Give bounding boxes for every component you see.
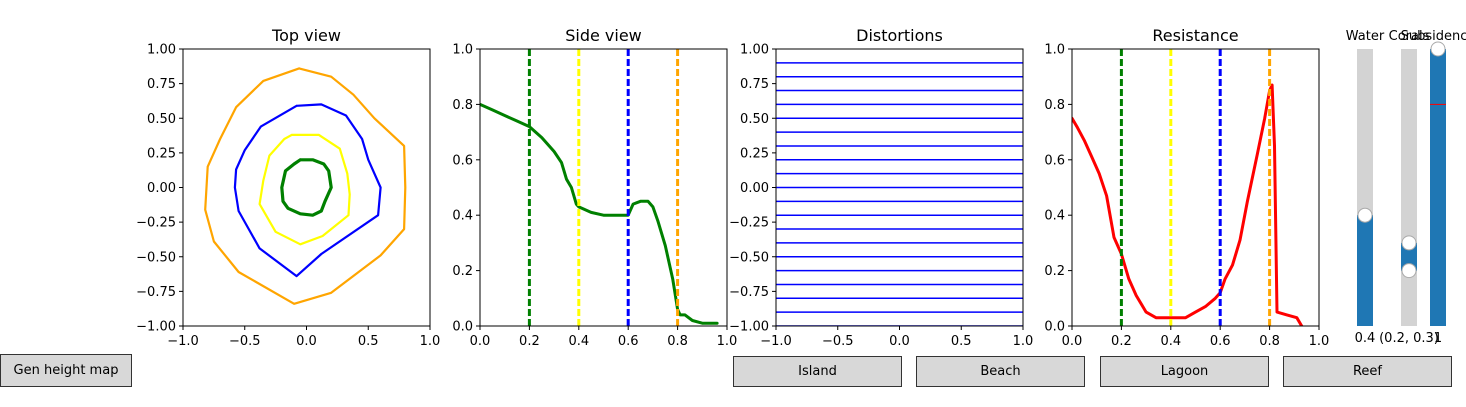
- x-tick-label: 1.0: [717, 334, 738, 349]
- y-tick-label: 0.8: [452, 98, 473, 113]
- y-tick-label: −1.00: [136, 320, 176, 335]
- slider-label: Subsidence: [1401, 29, 1466, 44]
- x-tick-label: 0.4: [568, 334, 589, 349]
- axes-frame: [1071, 48, 1320, 327]
- y-tick-label: 0.6: [452, 153, 473, 168]
- x-tick-label: −0.5: [822, 334, 854, 349]
- chart-2: Distortions −1.0 −0.5 0.0 0.5 1.0 −1.00 −0.75 −0…: [729, 26, 1033, 349]
- y-tick-label: 0.0: [452, 320, 473, 335]
- y-tick-label: 1.00: [147, 43, 176, 58]
- y-tick-label: 0.75: [740, 77, 769, 92]
- chart-title: Side view: [565, 26, 642, 45]
- slider-handle[interactable]: [1430, 41, 1446, 57]
- slider-subsidence: Subsidence 1: [1401, 29, 1466, 346]
- chart-title: Top view: [271, 26, 341, 45]
- y-tick-label: −0.50: [136, 250, 176, 265]
- y-tick-label: 0.50: [147, 112, 176, 127]
- y-tick-label: 0.75: [147, 77, 176, 92]
- x-tick-label: 0.5: [358, 334, 379, 349]
- x-tick-label: 0.2: [519, 334, 540, 349]
- x-tick-label: 0.0: [1062, 334, 1083, 349]
- y-tick-label: 0.25: [740, 146, 769, 161]
- y-tick-label: 0.00: [740, 181, 769, 196]
- slider-fill: [1401, 242, 1417, 271]
- y-tick-label: 1.0: [1044, 43, 1065, 58]
- lagoon-button[interactable]: Lagoon: [1100, 356, 1269, 387]
- x-tick-label: 0.0: [889, 334, 910, 349]
- y-tick-label: 0.00: [147, 181, 176, 196]
- reef-button[interactable]: Reef: [1283, 356, 1452, 387]
- y-tick-label: 0.0: [1044, 320, 1065, 335]
- x-tick-label: 0.2: [1111, 334, 1132, 349]
- x-tick-label: −1.0: [760, 334, 792, 349]
- y-tick-label: 0.4: [452, 209, 473, 224]
- series-line: [258, 133, 351, 246]
- y-tick-label: 0.2: [452, 264, 473, 279]
- x-tick-label: 0.8: [667, 334, 688, 349]
- y-tick-label: 0.50: [740, 112, 769, 127]
- x-tick-label: 0.5: [951, 334, 972, 349]
- y-tick-label: −1.00: [729, 320, 769, 335]
- slider-fill: [1430, 49, 1446, 326]
- slider-label: Corals: [1389, 29, 1430, 44]
- y-tick-label: −0.75: [729, 285, 769, 300]
- plot-area: [776, 62, 1023, 326]
- slider-handle[interactable]: [1357, 207, 1373, 223]
- x-tick-label: 0.0: [296, 334, 317, 349]
- chart-title: Resistance: [1152, 26, 1238, 45]
- plot-area: [204, 67, 407, 305]
- series-line: [480, 102, 719, 325]
- y-tick-label: 1.0: [452, 43, 473, 58]
- slider-value: 0.4: [1355, 331, 1376, 346]
- chart-0: Top view −1.0 −0.5 0.0 0.5 1.0 −1.00 −0.75 −0.50…: [136, 26, 440, 349]
- plot-area: [480, 49, 719, 326]
- y-tick-label: 1.00: [740, 43, 769, 58]
- y-tick-label: 0.4: [1044, 209, 1065, 224]
- y-tick-label: 0.25: [147, 146, 176, 161]
- x-tick-label: −0.5: [229, 334, 261, 349]
- x-tick-label: 0.8: [1259, 334, 1280, 349]
- y-tick-label: −0.75: [136, 285, 176, 300]
- chart-1: Side view 0.0 0.2 0.4 0.6 0.8 1.0 0.0 0.2 0.4 0.6 0…: [452, 26, 737, 349]
- y-tick-label: 0.2: [1044, 264, 1065, 279]
- slider-label: Water: [1346, 29, 1385, 44]
- x-tick-label: 0.4: [1160, 334, 1181, 349]
- plot-area: [1072, 49, 1304, 326]
- series-line: [204, 67, 407, 305]
- beach-button[interactable]: Beach: [916, 356, 1085, 387]
- chart-3: Resistance 0.0 0.2 0.4 0.6 0.8 1.0 0.0 0.2 0.4 0.6…: [1044, 26, 1329, 349]
- x-tick-label: 1.0: [420, 334, 441, 349]
- gen-height-map-button[interactable]: Gen height map: [0, 354, 132, 387]
- x-tick-label: 0.6: [1210, 334, 1231, 349]
- slider-water: Water 0.4: [1346, 29, 1385, 346]
- axes-frame: [182, 48, 431, 327]
- x-tick-label: 1.0: [1013, 334, 1034, 349]
- slider-handle[interactable]: [1401, 235, 1417, 251]
- slider-corals: Corals (0.2, 0.3): [1379, 29, 1439, 346]
- y-tick-label: −0.50: [729, 250, 769, 265]
- slider-handle[interactable]: [1401, 263, 1417, 279]
- island-button[interactable]: Island: [733, 356, 902, 387]
- chart-title: Distortions: [856, 26, 943, 45]
- x-tick-label: 1.0: [1309, 334, 1330, 349]
- y-tick-label: −0.25: [136, 216, 176, 231]
- series-line: [280, 158, 333, 217]
- x-tick-label: 0.0: [470, 334, 491, 349]
- x-tick-label: −1.0: [167, 334, 199, 349]
- slider-value: (0.2, 0.3): [1379, 331, 1439, 346]
- axes-frame: [479, 48, 728, 327]
- slider-value: 1: [1434, 331, 1442, 346]
- y-tick-label: 0.8: [1044, 98, 1065, 113]
- slider-track: [1401, 49, 1417, 326]
- x-tick-label: 0.6: [618, 334, 639, 349]
- series-line: [233, 103, 382, 278]
- slider-fill: [1357, 215, 1373, 326]
- series-line: [1072, 83, 1304, 326]
- y-tick-label: 0.6: [1044, 153, 1065, 168]
- y-tick-label: −0.25: [729, 216, 769, 231]
